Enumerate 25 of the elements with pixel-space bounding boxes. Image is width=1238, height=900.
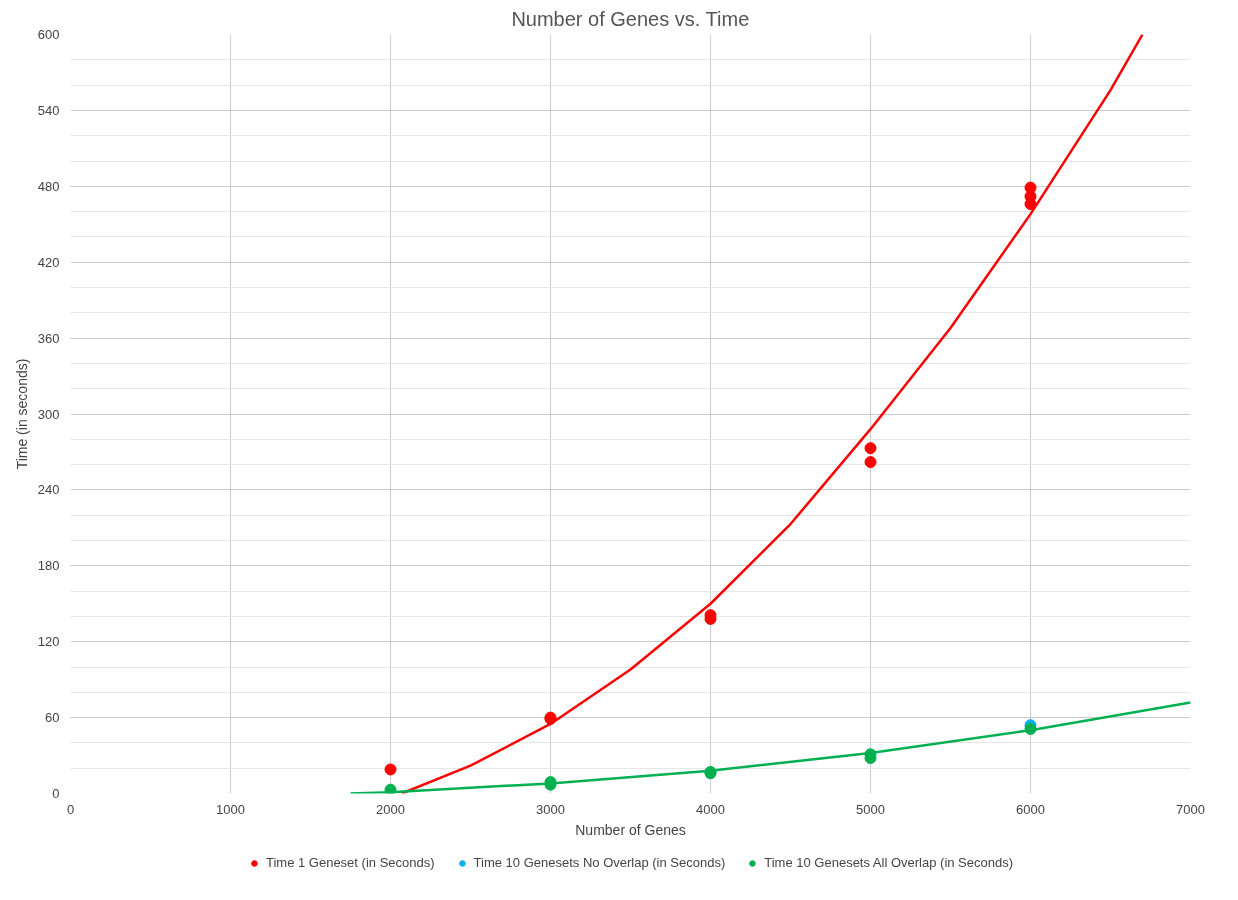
x-tick-label: 5000	[856, 801, 885, 817]
y-axis-title: Time (in seconds)	[13, 358, 30, 470]
y-tick-label: 0	[52, 786, 60, 801]
y-tick-label: 420	[37, 254, 60, 270]
x-tick-label: 7000	[1176, 801, 1205, 817]
y-tick-label: 300	[37, 406, 60, 422]
y-tick-label: 540	[37, 102, 60, 118]
x-tick-label: 4000	[696, 801, 725, 817]
x-axis-title: Number of Genes	[575, 821, 686, 838]
legend-label: Time 10 Genesets All Overlap (in Seconds)	[764, 855, 1014, 870]
y-tick-label: 600	[37, 27, 60, 42]
y-tick-label: 480	[37, 178, 60, 194]
y-tick-label: 120	[37, 634, 60, 650]
legend-label: Time 10 Genesets No Overlap (in Seconds)	[473, 855, 726, 870]
y-tick-label: 360	[37, 330, 60, 346]
x-tick-label: 6000	[1016, 801, 1045, 817]
chart-title: Number of Genes vs. Time	[511, 7, 750, 30]
x-tick-label: 1000	[216, 801, 245, 817]
legend-label: Time 1 Geneset (in Seconds)	[265, 855, 435, 870]
y-tick-label: 240	[37, 482, 60, 498]
y-tick-label: 60	[45, 710, 60, 726]
x-tick-label: 2000	[376, 801, 405, 817]
x-tick-label: 3000	[536, 801, 565, 817]
x-tick-label: 0	[66, 801, 75, 817]
y-tick-label: 180	[37, 558, 60, 574]
